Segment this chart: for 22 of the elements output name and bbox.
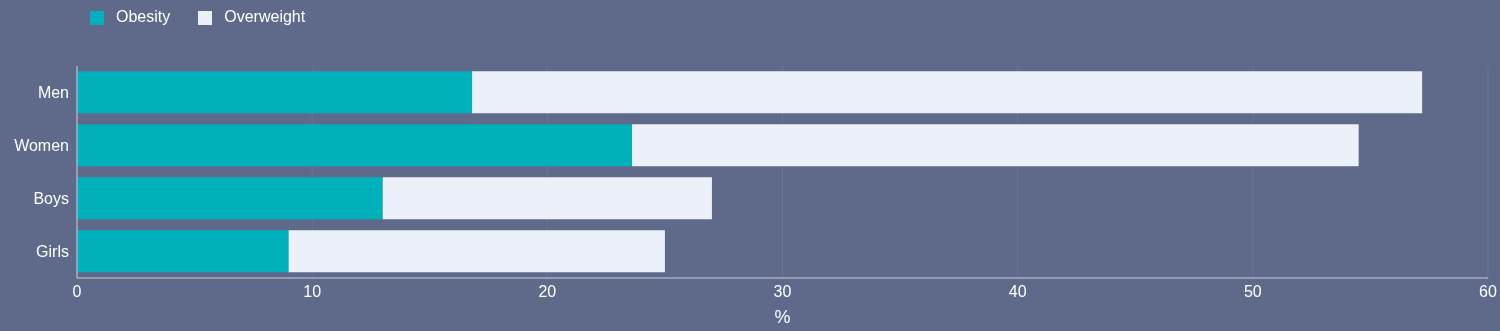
x-tick-label: 10 <box>303 283 322 301</box>
y-tick-label: Boys <box>33 190 69 208</box>
bar <box>288 230 665 273</box>
bar <box>77 71 473 114</box>
bar <box>77 124 632 167</box>
y-tick-label: Girls <box>36 243 69 261</box>
legend-label: Obesity <box>116 8 171 25</box>
x-tick-label: 30 <box>773 283 792 301</box>
bar <box>631 124 1359 167</box>
bar <box>77 177 383 220</box>
y-tick-label: Men <box>37 84 69 102</box>
bar <box>77 230 289 273</box>
x-axis-title: % <box>774 307 791 327</box>
x-tick-label: 50 <box>1243 283 1262 301</box>
x-tick-label: 20 <box>538 283 557 301</box>
legend-label: Overweight <box>224 8 306 25</box>
x-tick-label: 60 <box>1479 283 1497 301</box>
x-tick-label: 40 <box>1008 283 1027 301</box>
bar <box>382 177 712 220</box>
x-tick-label: 0 <box>72 283 82 301</box>
y-tick-label: Women <box>14 137 69 155</box>
bar <box>472 71 1423 114</box>
